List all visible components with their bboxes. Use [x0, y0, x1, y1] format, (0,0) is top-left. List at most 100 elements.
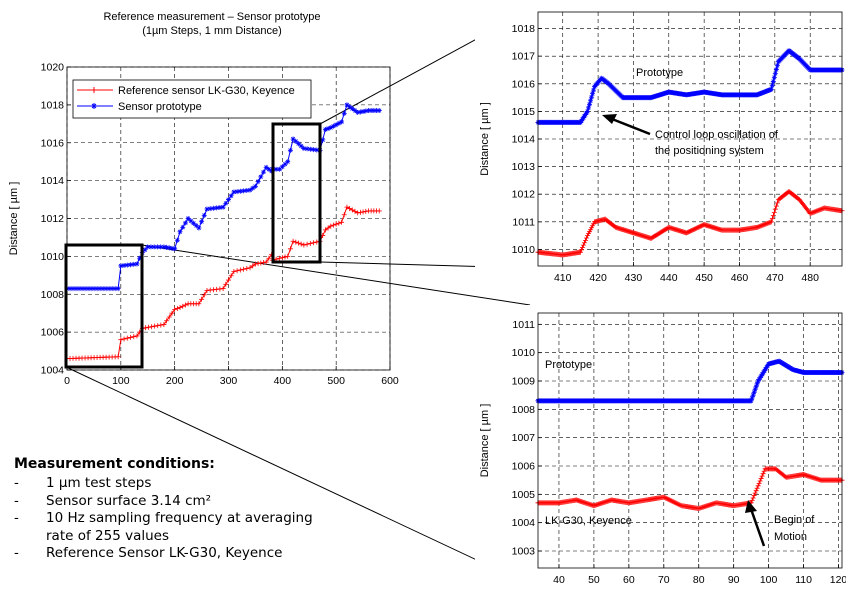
data-point-marker-1	[764, 364, 770, 370]
data-point-marker-0	[363, 208, 369, 214]
data-point-marker-0	[341, 212, 347, 218]
x-tick-label: 60	[623, 574, 635, 586]
data-point-marker-0	[349, 207, 355, 213]
data-point-marker-1	[185, 216, 191, 221]
data-point-marker-1	[166, 245, 172, 251]
data-point-marker-1	[237, 188, 243, 194]
x-tick-label: 300	[220, 375, 238, 387]
data-point-marker-0	[260, 260, 266, 266]
conditions-list: 1 µm test steps Sensor surface 3.14 cm² …	[14, 475, 314, 563]
data-point-marker-1	[759, 371, 765, 377]
main-chart-plot-frame	[66, 66, 391, 371]
zoom-connector-line	[141, 244, 531, 306]
data-point-marker-0	[757, 478, 763, 484]
data-point-marker-1	[106, 286, 112, 292]
y-tick-label: 1011	[512, 319, 535, 331]
data-point-marker-1	[365, 108, 371, 114]
data-point-marker-1	[352, 108, 358, 114]
data-point-marker-1	[311, 147, 317, 153]
data-point-marker-0	[250, 263, 256, 269]
data-point-marker-0	[314, 239, 320, 245]
data-point-marker-0	[798, 198, 804, 204]
data-point-marker-1	[591, 87, 597, 93]
data-point-marker-1	[374, 108, 380, 114]
data-point-marker-0	[231, 269, 237, 275]
data-point-marker-0	[295, 240, 301, 246]
y-tick-label: 1003	[512, 546, 536, 558]
data-point-marker-0	[146, 324, 152, 330]
data-point-marker-0	[307, 240, 313, 246]
data-point-marker-1	[355, 109, 361, 115]
data-point-marker-1	[73, 286, 79, 292]
data-point-marker-0	[581, 240, 587, 246]
data-point-marker-1	[85, 286, 91, 292]
data-point-marker-1	[773, 67, 779, 73]
data-point-marker-0	[760, 471, 766, 477]
data-point-marker-1	[320, 137, 326, 143]
data-point-marker-1	[344, 102, 350, 108]
zoom-chart-bottom-background	[475, 305, 846, 595]
data-point-marker-1	[70, 286, 76, 292]
data-point-marker-1	[357, 109, 363, 115]
data-point-marker-1	[151, 244, 157, 250]
zoom-chart-bottom: 40 50 60 70 80 90 100 110 120 1003 1004 1005 1006 100…	[475, 305, 846, 595]
data-point-marker-0	[128, 334, 134, 340]
data-point-marker-1	[282, 161, 288, 167]
x-tick-label: 400	[274, 375, 292, 387]
data-point-marker-0	[301, 242, 307, 248]
y-tick-label: 1018	[512, 23, 536, 35]
data-point-marker-0	[769, 216, 775, 222]
data-point-marker-1	[325, 126, 331, 132]
data-point-marker-1	[164, 244, 170, 250]
data-point-marker-1	[580, 115, 586, 121]
y-tick-label: 1006	[512, 461, 536, 473]
data-point-marker-1	[757, 375, 763, 381]
y-tick-label: 1012	[41, 213, 65, 225]
y-tick-label: 1016	[41, 137, 65, 149]
x-tick-label: 100	[112, 375, 130, 387]
data-point-marker-0	[360, 209, 366, 215]
data-point-marker-1	[255, 179, 261, 185]
y-tick-label: 1016	[512, 78, 536, 90]
data-point-marker-0	[339, 219, 345, 225]
zoom-chart-bottom-grid	[538, 313, 842, 568]
data-point-marker-0	[124, 335, 130, 341]
data-point-marker-1	[193, 223, 199, 229]
data-point-marker-1	[585, 105, 591, 111]
x-tick-label: 410	[554, 272, 572, 284]
x-tick-label: 90	[728, 574, 740, 586]
data-point-marker-1	[590, 91, 596, 97]
data-point-marker-0	[223, 281, 229, 287]
data-point-marker-0	[754, 485, 760, 491]
data-point-marker-0	[247, 265, 253, 271]
annotation-keyence-bottom: LK-G30, Keyence	[545, 515, 632, 527]
data-point-marker-1	[751, 389, 757, 395]
y-tick-label: 1017	[512, 51, 536, 63]
data-point-marker-0	[322, 227, 328, 233]
data-point-marker-1	[252, 183, 258, 189]
data-point-marker-1	[363, 108, 369, 114]
series-line-0	[66, 206, 380, 360]
data-point-marker-1	[584, 108, 590, 114]
x-tick-label: 110	[795, 574, 812, 586]
data-point-marker-0	[142, 325, 148, 331]
data-point-marker-0	[333, 221, 339, 227]
data-point-marker-1	[295, 141, 301, 147]
data-point-marker-0	[169, 310, 175, 316]
data-point-marker-1	[581, 113, 587, 119]
data-point-marker-1	[750, 392, 756, 398]
annotation-begin-line2: Motion	[774, 531, 807, 543]
data-point-marker-1	[298, 143, 304, 149]
data-point-marker-1	[761, 368, 767, 374]
data-point-marker-1	[577, 119, 583, 125]
y-tick-label: 1005	[512, 489, 536, 501]
data-point-marker-0	[583, 235, 589, 241]
data-point-marker-0	[131, 334, 137, 340]
data-point-marker-1	[220, 204, 226, 210]
data-point-marker-1	[588, 98, 594, 104]
data-point-marker-1	[223, 200, 229, 206]
zoom-box-right	[271, 122, 322, 264]
data-point-marker-0	[177, 305, 183, 311]
x-tick-label: 440	[660, 272, 678, 284]
data-point-marker-1	[770, 78, 776, 84]
